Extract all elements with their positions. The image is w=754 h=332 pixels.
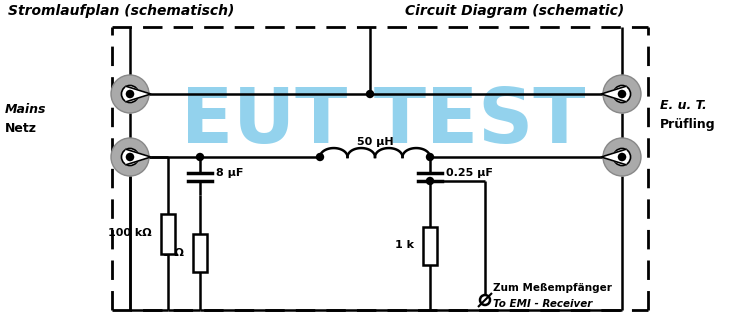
Circle shape xyxy=(427,153,434,160)
Text: 0.25 μF: 0.25 μF xyxy=(446,168,493,178)
Bar xyxy=(193,233,207,272)
Text: 1 k: 1 k xyxy=(395,240,414,251)
Text: 50 μH: 50 μH xyxy=(357,137,394,147)
Circle shape xyxy=(614,148,630,166)
Text: Stromlaufplan (schematisch): Stromlaufplan (schematisch) xyxy=(8,4,234,18)
Polygon shape xyxy=(601,86,626,102)
Bar xyxy=(161,213,175,254)
Circle shape xyxy=(121,85,139,103)
Circle shape xyxy=(614,85,630,103)
Circle shape xyxy=(126,153,134,161)
Circle shape xyxy=(366,91,373,98)
Circle shape xyxy=(317,153,323,160)
Polygon shape xyxy=(601,149,626,165)
Circle shape xyxy=(618,153,627,161)
Circle shape xyxy=(111,138,149,176)
Text: Circuit Diagram (schematic): Circuit Diagram (schematic) xyxy=(405,4,624,18)
Text: Prüfling: Prüfling xyxy=(660,118,716,131)
Circle shape xyxy=(427,178,434,185)
Bar xyxy=(423,226,437,265)
Circle shape xyxy=(603,75,641,113)
Text: Netz: Netz xyxy=(5,122,37,135)
Text: 5 Ω: 5 Ω xyxy=(163,247,184,258)
Text: E. u. T.: E. u. T. xyxy=(660,99,706,112)
Circle shape xyxy=(197,153,204,160)
Text: EUT TEST: EUT TEST xyxy=(181,85,585,159)
Text: 8 μF: 8 μF xyxy=(216,168,244,178)
Text: To EMI - Receiver: To EMI - Receiver xyxy=(493,299,593,309)
Polygon shape xyxy=(126,86,151,102)
Circle shape xyxy=(111,75,149,113)
Polygon shape xyxy=(126,149,151,165)
Text: 100 kΩ: 100 kΩ xyxy=(109,228,152,238)
Circle shape xyxy=(618,90,627,98)
Text: Mains: Mains xyxy=(5,103,47,116)
Text: Zum Meßempfänger: Zum Meßempfänger xyxy=(493,283,612,293)
Circle shape xyxy=(121,148,139,166)
Circle shape xyxy=(480,295,490,305)
Circle shape xyxy=(126,90,134,98)
Circle shape xyxy=(603,138,641,176)
